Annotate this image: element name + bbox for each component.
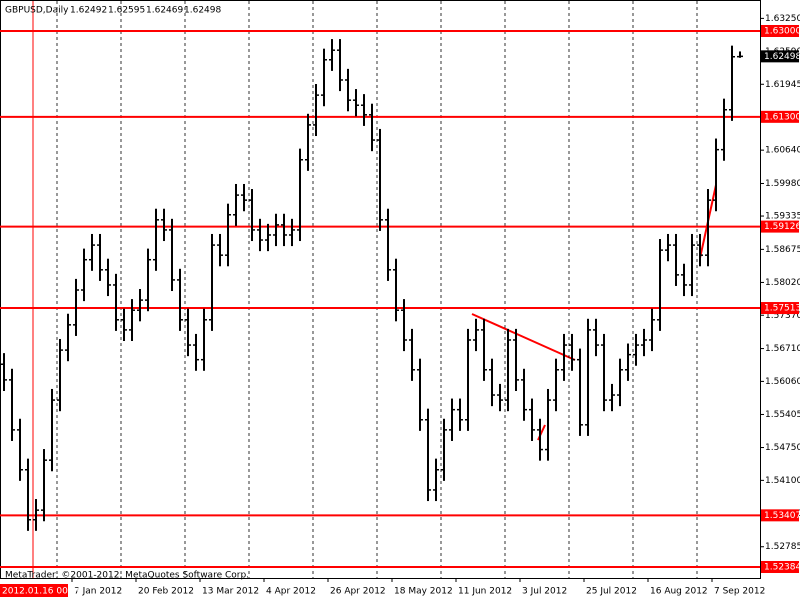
x-tick-label: 13 Mar 2012 xyxy=(202,587,259,597)
level-label-box xyxy=(761,302,799,315)
y-tick-label: 1.58020 xyxy=(765,278,800,288)
plot-frame xyxy=(0,0,761,579)
level-label: 1.57513 xyxy=(764,304,800,314)
level-label: 1.63000 xyxy=(764,27,800,37)
header-value: 1.62595 xyxy=(108,6,145,16)
header-value: 1.62492 xyxy=(70,6,107,16)
x-tick-label: 20 Feb 2012 xyxy=(138,587,194,597)
level-label-box xyxy=(761,560,799,573)
current-price: 1.62498 xyxy=(764,52,800,62)
y-tick-label: 1.56060 xyxy=(765,377,800,387)
y-tick-label: 1.52785 xyxy=(765,542,800,552)
y-tick-label: 1.60640 xyxy=(765,146,800,156)
level-label: 1.53407 xyxy=(764,511,800,521)
x-tick-label: 16 Aug 2012 xyxy=(650,587,708,597)
copyright: MetaTrader, ©2001-2012, MetaQuotes Softw… xyxy=(5,571,249,581)
price-box xyxy=(761,50,799,63)
level-label: 1.59126 xyxy=(764,222,800,232)
symbol: GBPUSD,Daily xyxy=(5,6,69,16)
level-label: 1.61300 xyxy=(764,112,800,122)
level-label-box xyxy=(761,509,799,522)
x-tick-label: 11 Jun 2012 xyxy=(458,587,512,597)
x-tick-label: 18 May 2012 xyxy=(394,587,453,597)
y-tick-label: 1.58675 xyxy=(765,245,800,255)
level-label-box xyxy=(761,25,799,38)
trendline xyxy=(471,313,576,361)
y-tick-label: 1.55405 xyxy=(765,410,800,420)
y-tick-label: 1.59335 xyxy=(765,212,800,222)
y-tick-label: 1.54750 xyxy=(765,443,800,453)
crosshair-time: 2012.01.16 00:00 xyxy=(2,587,83,597)
level-label-box xyxy=(761,220,799,233)
y-tick-label: 1.59980 xyxy=(765,179,800,189)
y-tick-label: 1.56710 xyxy=(765,344,800,354)
x-tick-label: 3 Jul 2012 xyxy=(522,587,567,597)
level-label-box xyxy=(761,110,799,123)
y-tick-label: 1.63250 xyxy=(765,14,800,24)
header-value: 1.62469 xyxy=(146,6,183,16)
header-value: 1.62498 xyxy=(184,6,221,16)
y-tick-label: 1.61945 xyxy=(765,80,800,90)
level-label: 1.52384 xyxy=(764,562,800,572)
x-tick-label: 7 Sep 2012 xyxy=(714,587,765,597)
y-tick-label: 1.54100 xyxy=(765,476,800,486)
x-tick-label: 26 Apr 2012 xyxy=(330,587,386,597)
crosshair-time-box xyxy=(0,584,68,597)
x-tick-label: 4 Apr 2012 xyxy=(266,587,316,597)
y-tick-label: 1.57370 xyxy=(765,311,800,321)
x-tick-label: 7 Jan 2012 xyxy=(74,587,122,597)
x-tick-label: 25 Jul 2012 xyxy=(586,587,637,597)
